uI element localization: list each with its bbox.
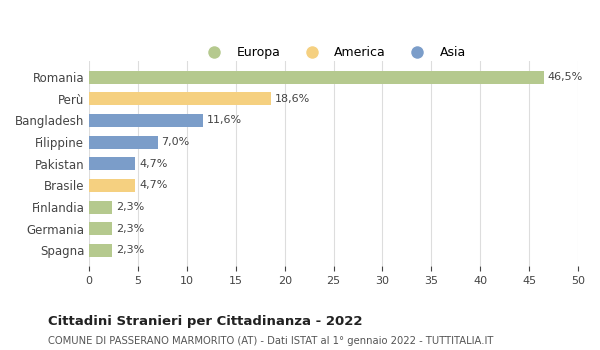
Bar <box>89 92 271 105</box>
Bar <box>89 157 135 170</box>
Text: 11,6%: 11,6% <box>206 116 242 125</box>
Legend: Europa, America, Asia: Europa, America, Asia <box>196 41 471 64</box>
Text: 4,7%: 4,7% <box>139 181 167 190</box>
Text: 18,6%: 18,6% <box>275 94 310 104</box>
Text: 46,5%: 46,5% <box>548 72 583 82</box>
Text: COMUNE DI PASSERANO MARMORITO (AT) - Dati ISTAT al 1° gennaio 2022 - TUTTITALIA.: COMUNE DI PASSERANO MARMORITO (AT) - Dat… <box>48 336 493 346</box>
Bar <box>89 244 112 257</box>
Text: 2,3%: 2,3% <box>116 224 144 234</box>
Text: 2,3%: 2,3% <box>116 202 144 212</box>
Bar <box>89 71 544 84</box>
Bar <box>89 201 112 214</box>
Text: 2,3%: 2,3% <box>116 245 144 256</box>
Text: 7,0%: 7,0% <box>161 137 190 147</box>
Text: Cittadini Stranieri per Cittadinanza - 2022: Cittadini Stranieri per Cittadinanza - 2… <box>48 315 362 328</box>
Text: 4,7%: 4,7% <box>139 159 167 169</box>
Bar <box>89 222 112 235</box>
Bar <box>89 114 203 127</box>
Bar <box>89 135 158 149</box>
Bar <box>89 179 135 192</box>
